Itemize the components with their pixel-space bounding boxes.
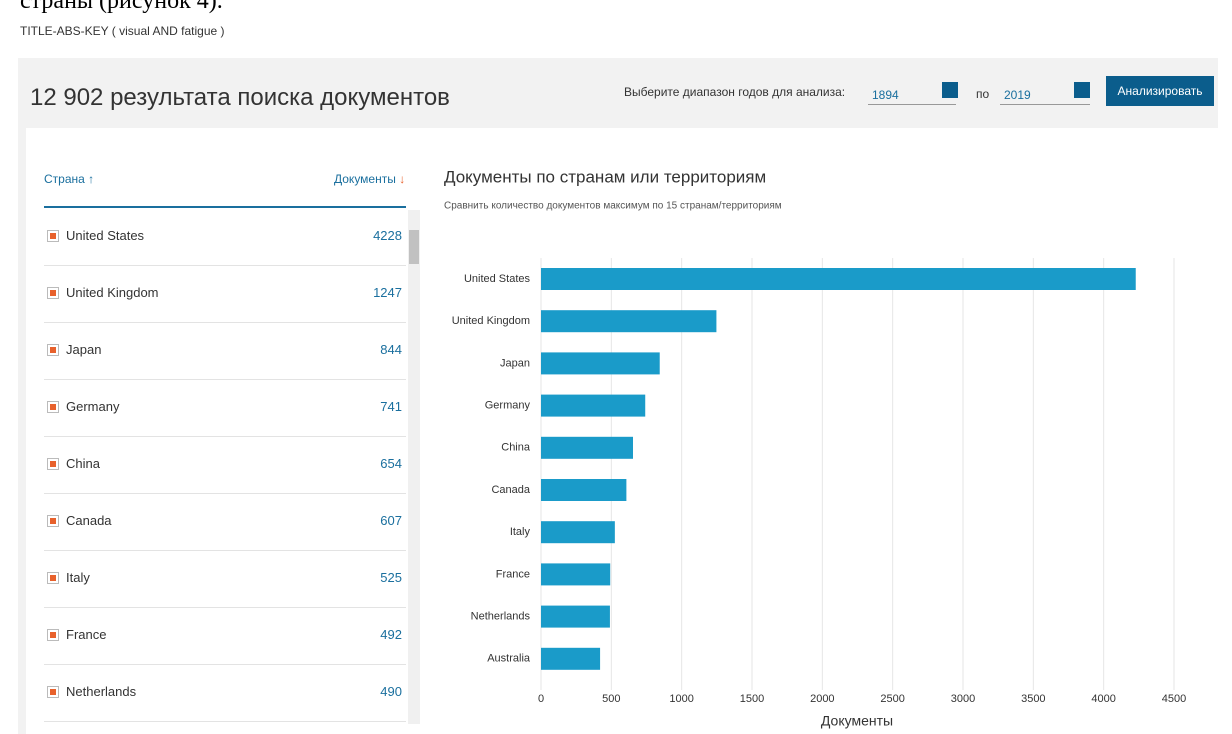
column-title: Страна [44,172,85,186]
bar [541,268,1136,290]
document-count: 607 [380,513,402,528]
bar [541,436,633,459]
table-row[interactable]: United Kingdom 1247 [44,265,406,323]
x-tick-label: 3000 [951,693,975,705]
bar [541,352,660,375]
checkbox[interactable] [47,458,59,470]
country-name: United States [66,228,145,243]
scrollbar[interactable] [408,210,420,724]
chart-title: Документы по странам или территориям [444,167,766,186]
column-title: Документы [334,172,396,186]
year-to[interactable]: 2019 [1000,82,1090,105]
y-tick-label: Germany [485,400,531,412]
sort-icon: ↓ [399,172,406,186]
dropdown-icon [942,82,958,98]
table-row[interactable]: Netherlands 490 [44,664,406,722]
document-count: 4228 [373,228,402,243]
checkbox[interactable] [47,572,59,584]
checkbox[interactable] [47,344,59,356]
country-name: Italy [66,570,90,585]
document-count: 490 [380,684,402,699]
x-tick-label: 2000 [810,693,834,705]
y-tick-label: Australia [487,653,531,665]
table-row[interactable]: Germany 741 [44,379,406,437]
table-row[interactable]: China 654 [44,436,406,494]
column-header[interactable]: Страна ↑ [44,172,94,186]
country-name: United Kingdom [66,285,159,300]
x-tick-label: 0 [538,693,544,705]
x-tick-label: 4500 [1162,693,1186,705]
table-row[interactable]: Canada 607 [44,493,406,551]
y-tick-label: France [496,568,530,580]
checkbox[interactable] [47,515,59,527]
results-title: 12 902 результата поиска документов [30,84,450,111]
y-tick-label: United States [464,273,531,285]
document-count: 844 [380,342,402,357]
country-name: Germany [66,399,120,414]
country-name: Japan [66,342,102,357]
checkbox[interactable] [47,686,59,698]
document-count: 525 [380,570,402,585]
content [26,128,1218,734]
country-name: Netherlands [66,684,137,699]
x-axis-title: Документы [821,713,893,729]
bar [541,310,717,333]
y-tick-label: China [501,442,531,454]
year-from[interactable]: 1894 [868,82,958,105]
document-count: 492 [380,627,402,642]
scroll-thumb[interactable] [409,230,419,264]
dropdown-icon [1074,82,1090,98]
table-row[interactable]: France 492 [44,607,406,665]
bar [541,605,610,628]
sort-icon: ↑ [88,172,95,186]
x-tick-label: 3500 [1021,693,1045,705]
document-count: 1247 [373,285,402,300]
x-tick-label: 1500 [740,693,764,705]
chart-subtitle: Сравнить количество документов максимум … [444,201,782,212]
checkbox[interactable] [47,401,59,413]
bar [541,394,646,417]
bar [541,479,627,501]
bar [541,521,615,544]
document-count: 654 [380,456,402,471]
y-tick-label: Canada [491,484,530,496]
y-tick-label: Netherlands [471,611,531,623]
query: TITLE-ABS-KEY ( visual AND fatigue ) [20,24,225,38]
checkbox[interactable] [47,629,59,641]
year-from-text: 1894 [872,88,899,102]
country-name: Canada [66,513,112,528]
bar [541,647,601,670]
country-name: China [66,456,100,471]
country-name: France [66,627,107,642]
year-to-text: 2019 [1004,88,1031,102]
page-caption: страны (рисунок 4). [20,0,223,14]
table-row[interactable]: Italy 525 [44,550,406,608]
document-count: 741 [380,399,402,414]
x-tick-label: 4000 [1091,693,1115,705]
analyze-button[interactable]: Анализировать [1106,76,1214,106]
header-rule [44,206,406,208]
x-tick-label: 2500 [880,693,904,705]
x-tick-label: 500 [602,693,620,705]
checkbox[interactable] [47,230,59,242]
x-tick-label: 1000 [669,693,693,705]
y-tick-label: Japan [500,357,530,369]
table-row[interactable]: Japan 844 [44,322,406,380]
bar [541,563,611,586]
column-header[interactable]: Документы ↓ [334,172,405,186]
table-row[interactable]: United States 4228 [44,208,406,266]
to-label: по [976,87,990,101]
y-tick-label: Italy [510,526,531,538]
y-tick-label: United Kingdom [452,315,530,327]
year-label: Выберите диапазон годов для анализа: [624,85,846,99]
checkbox[interactable] [47,287,59,299]
